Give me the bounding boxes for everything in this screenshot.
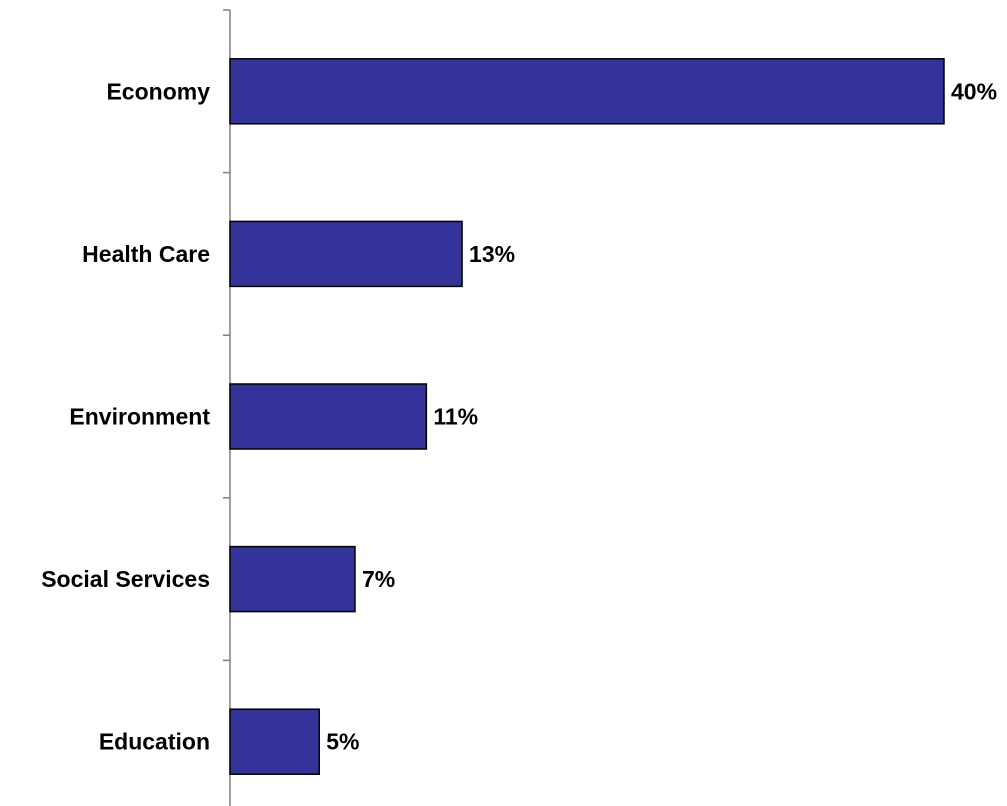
bar-environment — [229, 383, 428, 450]
bar-economy — [229, 58, 945, 125]
category-label: Social Services — [41, 566, 210, 592]
bars — [229, 58, 945, 775]
y-axis — [223, 9, 231, 806]
category-label: Education — [99, 729, 210, 755]
category-labels: Economy Health Care Environment Social Serv… — [41, 78, 210, 754]
value-label: 13% — [469, 241, 515, 267]
value-labels: 40% 13% 11% 7% 5% — [326, 78, 997, 754]
bar-social-services — [229, 545, 356, 613]
bar-education — [229, 708, 320, 775]
value-label: 40% — [951, 78, 997, 104]
category-label: Health Care — [82, 241, 210, 267]
category-label: Economy — [106, 78, 210, 104]
value-label: 7% — [362, 566, 395, 592]
category-label: Environment — [69, 404, 210, 430]
value-label: 5% — [326, 729, 359, 755]
value-label: 11% — [433, 404, 478, 430]
bar-health-care — [229, 220, 463, 288]
